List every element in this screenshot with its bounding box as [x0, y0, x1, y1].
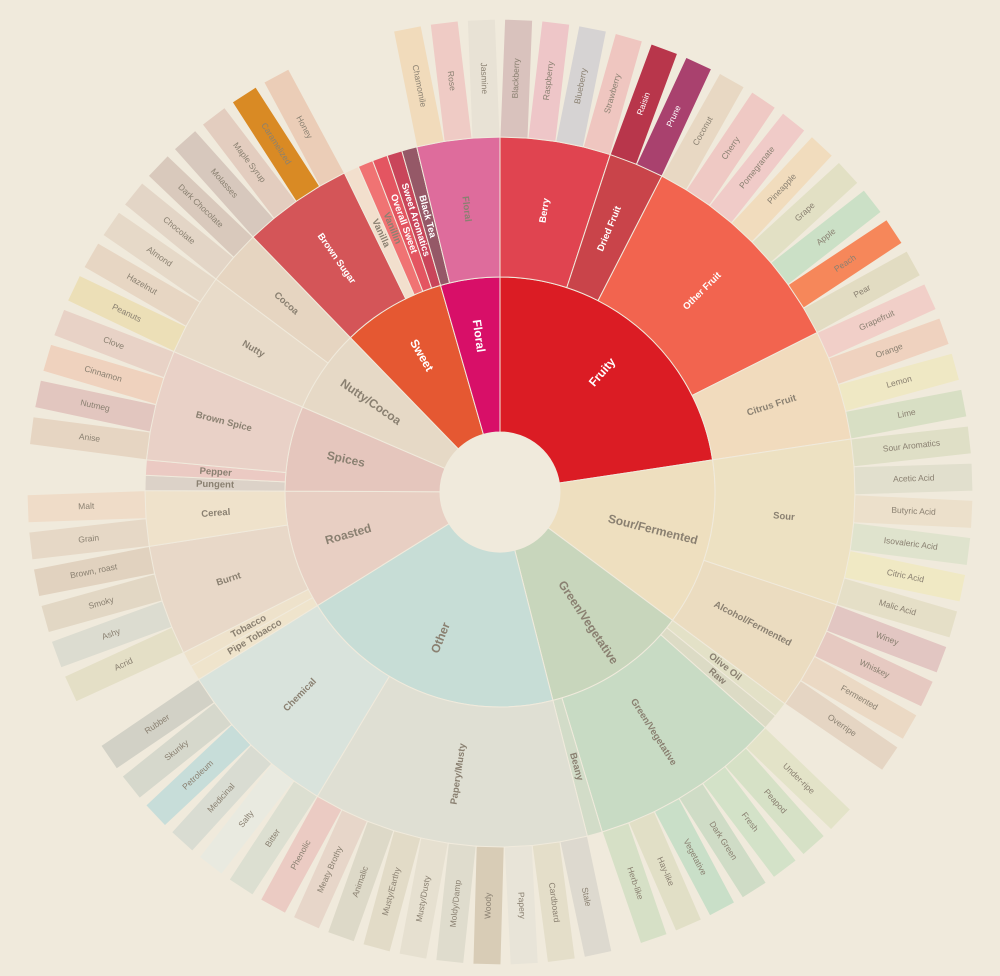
flavor-label: Lime	[896, 407, 916, 420]
flavor-segment	[843, 549, 967, 603]
flavor-segment	[850, 425, 972, 468]
flavor-segment	[730, 135, 834, 243]
flavor-segment	[63, 626, 185, 703]
flavor-segment	[802, 250, 922, 334]
flavor-segment	[784, 680, 899, 772]
flavor-segment	[685, 91, 777, 207]
flavor-segment	[835, 577, 959, 639]
flavor-segment	[849, 522, 972, 566]
flavor-segment	[123, 182, 235, 280]
flavor-label: Rose	[446, 70, 458, 91]
flavor-segment	[34, 379, 157, 433]
flavor-segment	[327, 820, 395, 943]
flavor-segment	[499, 18, 534, 139]
flavor-segment	[83, 242, 201, 328]
flavor-segment	[702, 765, 797, 879]
flavor-segment	[635, 56, 713, 177]
flavor-segment	[42, 343, 165, 406]
flavor-label: Grain	[78, 532, 100, 544]
flavor-segment	[661, 72, 745, 191]
flavor-segment	[770, 189, 882, 286]
flavor-segment	[121, 701, 233, 800]
flavor-segment	[724, 747, 826, 856]
flavor-segment	[53, 308, 175, 379]
flavor-label: Malt	[78, 501, 95, 512]
flavor-segment	[837, 352, 961, 413]
flavor-segment	[527, 20, 571, 142]
flavor-segment	[429, 20, 473, 142]
flavor-label: Woody	[482, 892, 493, 919]
flavor-segment	[28, 416, 151, 461]
flavor-segment	[100, 678, 215, 770]
flavor-segment	[751, 161, 859, 264]
flavor-segment	[263, 68, 346, 187]
flavor-label: Jasmine	[479, 62, 490, 94]
flavor-segment	[201, 106, 297, 220]
flavor-segment	[845, 388, 968, 440]
flavor-segment	[32, 545, 156, 598]
flavor-label: Papery	[516, 892, 527, 920]
flavor-label: Raspberry	[541, 60, 556, 101]
flavor-segment	[145, 723, 252, 827]
flavor-segment	[66, 274, 187, 353]
flavor-segment	[828, 317, 950, 386]
flavor-segment	[503, 845, 539, 966]
flavor-label: Anise	[78, 431, 101, 444]
flavor-segment	[816, 283, 937, 359]
flavor-segment	[102, 211, 217, 303]
flavor-segment	[601, 822, 668, 945]
flavor-segment	[609, 43, 679, 165]
flavor-segment	[362, 830, 422, 953]
category-label: Floral	[470, 319, 488, 353]
flavor-segment	[813, 630, 934, 708]
flavor-segment	[50, 600, 173, 669]
flavor-segment	[853, 494, 974, 529]
flavor-segment	[800, 655, 918, 741]
flavor-label: Butyric Acid	[891, 505, 936, 517]
flavor-segment	[708, 112, 806, 224]
subcategory-label: Berry	[537, 197, 552, 224]
flavor-segment	[678, 782, 767, 899]
flavor-segment	[555, 25, 608, 148]
flavor-segment	[853, 462, 974, 496]
flavor-segment	[170, 744, 273, 852]
subcategory-label: Pungent	[196, 479, 235, 491]
center-hole	[440, 432, 560, 552]
flavor-label: Acetic Acid	[893, 473, 935, 484]
flavor-segment	[653, 797, 736, 917]
flavor-segment	[228, 780, 318, 896]
subcategory-label: Pepper	[199, 466, 232, 479]
flavor-segment	[173, 129, 275, 238]
flavor-segment	[531, 841, 576, 964]
flavor-segment	[559, 835, 613, 958]
flavor-segment	[26, 490, 147, 524]
flavor-label: Blackberry	[510, 57, 522, 98]
subcategory-label: Sour	[773, 510, 796, 523]
flavor-segment	[787, 218, 903, 309]
flavor-segment	[392, 25, 445, 148]
flavor-segment	[435, 842, 477, 965]
flavor-segment	[40, 573, 163, 634]
flavor-segment	[231, 86, 321, 203]
flavor-segment	[628, 811, 703, 932]
flavor-segment	[28, 518, 150, 561]
flavor-segment	[147, 154, 254, 259]
flavor-segment	[472, 845, 505, 966]
subcategory-label: Cereal	[201, 507, 231, 520]
flavor-segment	[582, 32, 644, 156]
flavor-segment	[398, 837, 449, 960]
flavor-segment	[259, 795, 343, 914]
flavor-segment	[745, 727, 852, 831]
flavor-label: Stale	[580, 886, 594, 907]
flavor-segment	[198, 763, 295, 875]
subcategory-label: Floral	[459, 196, 473, 223]
flavor-segment	[292, 809, 369, 930]
flavor-segment	[825, 604, 948, 674]
flavor-segment	[466, 18, 501, 139]
